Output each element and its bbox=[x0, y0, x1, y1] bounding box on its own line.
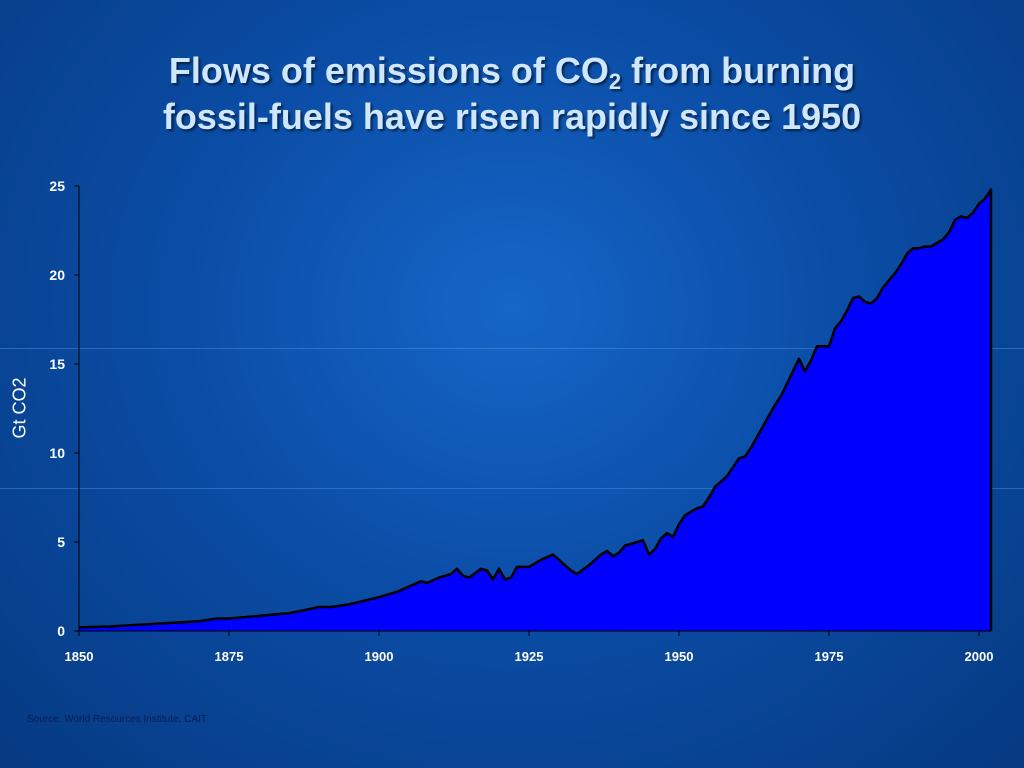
source-note: Source: World Resources Institute, CAIT bbox=[27, 714, 207, 725]
emissions-area bbox=[79, 189, 991, 631]
background-band-line bbox=[0, 348, 1024, 349]
x-tick-label: 1850 bbox=[65, 649, 94, 664]
x-tick-label: 2000 bbox=[965, 649, 994, 664]
title-line-1: Flows of emissions of CO2 from burning bbox=[168, 50, 856, 94]
y-tick-label: 15 bbox=[49, 356, 65, 372]
x-tick-label: 1975 bbox=[815, 649, 844, 664]
emissions-line bbox=[78, 188, 993, 631]
y-tick-label: 0 bbox=[57, 623, 65, 639]
y-tick-label: 5 bbox=[57, 534, 65, 550]
background-band-line bbox=[0, 488, 1024, 489]
y-tick-label: 25 bbox=[49, 178, 65, 194]
title-line-2: fossil-fuels have risen rapidly since 19… bbox=[162, 96, 862, 137]
x-tick-label: 1875 bbox=[215, 649, 244, 664]
x-tick-label: 1925 bbox=[515, 649, 544, 664]
x-tick-label: 1900 bbox=[365, 649, 394, 664]
y-tick-label: 20 bbox=[49, 267, 65, 283]
y-axis-title: Gt CO2 bbox=[9, 377, 30, 439]
x-tick-label: 1950 bbox=[665, 649, 694, 664]
y-tick-label: 10 bbox=[49, 445, 65, 461]
slide-title: Flows of emissions of CO2 from burning f… bbox=[0, 48, 1024, 140]
